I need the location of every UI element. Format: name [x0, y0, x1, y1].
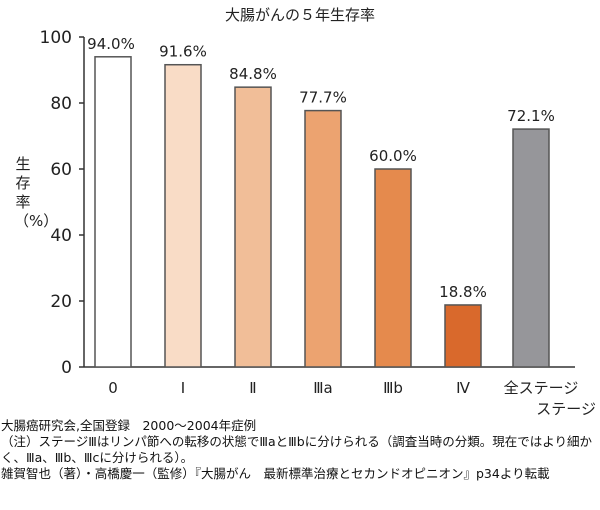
data-label: 72.1% — [507, 107, 555, 125]
y-tick-label: 60 — [50, 160, 72, 180]
x-tick-label-continuation: ステージ — [536, 400, 596, 418]
x-tick-label: Ⅱ — [249, 379, 256, 397]
y-tick-label: 40 — [50, 226, 72, 246]
x-tick-label: Ⅳ — [456, 379, 470, 397]
bar — [444, 304, 482, 368]
x-tick-label: 0 — [108, 379, 118, 397]
x-tick-label: Ⅲb — [383, 379, 403, 397]
data-label: 77.7% — [299, 89, 347, 107]
bar — [374, 168, 412, 368]
plot-area: 0 20 40 60 80 100 94.0% 0 91.6% Ⅰ 84.8% Ⅱ 77.7% Ⅲa 60.… — [40, 28, 596, 418]
chart-title: 大腸がんの５年生存率 — [224, 6, 375, 24]
notes: 大腸癌研究会,全国登録 2000〜2004年症例 （注）ステージⅢはリンパ節への… — [1, 418, 599, 482]
bar — [94, 56, 132, 368]
citation-note: 雑賀智也（著）・高橋慶一（監修）『大腸がん 最新標準治療とセカンドオピニオン』p… — [1, 466, 550, 481]
y-tick-label: 100 — [40, 28, 72, 48]
data-label: 84.8% — [229, 65, 277, 83]
bar — [512, 128, 550, 368]
x-tick-label: Ⅲa — [313, 379, 333, 397]
x-tick-label: Ⅰ — [181, 379, 185, 397]
bar — [234, 86, 272, 368]
bar — [164, 63, 202, 368]
bar — [304, 109, 342, 368]
data-label: 60.0% — [369, 147, 417, 165]
y-tick-label: 20 — [50, 292, 72, 312]
x-tick-label: 全ステージ — [504, 379, 579, 397]
data-label: 94.0% — [87, 35, 135, 53]
data-label: 18.8% — [439, 283, 487, 301]
source-note: 大腸癌研究会,全国登録 2000〜2004年症例 — [1, 418, 257, 433]
data-label: 91.6% — [159, 43, 207, 61]
y-tick-label: 80 — [50, 94, 72, 114]
stage-note: （注）ステージⅢはリンパ節への転移の状態でⅢaとⅢbに分けられる（調査当時の分類… — [1, 434, 592, 465]
y-tick-label: 0 — [61, 358, 72, 378]
